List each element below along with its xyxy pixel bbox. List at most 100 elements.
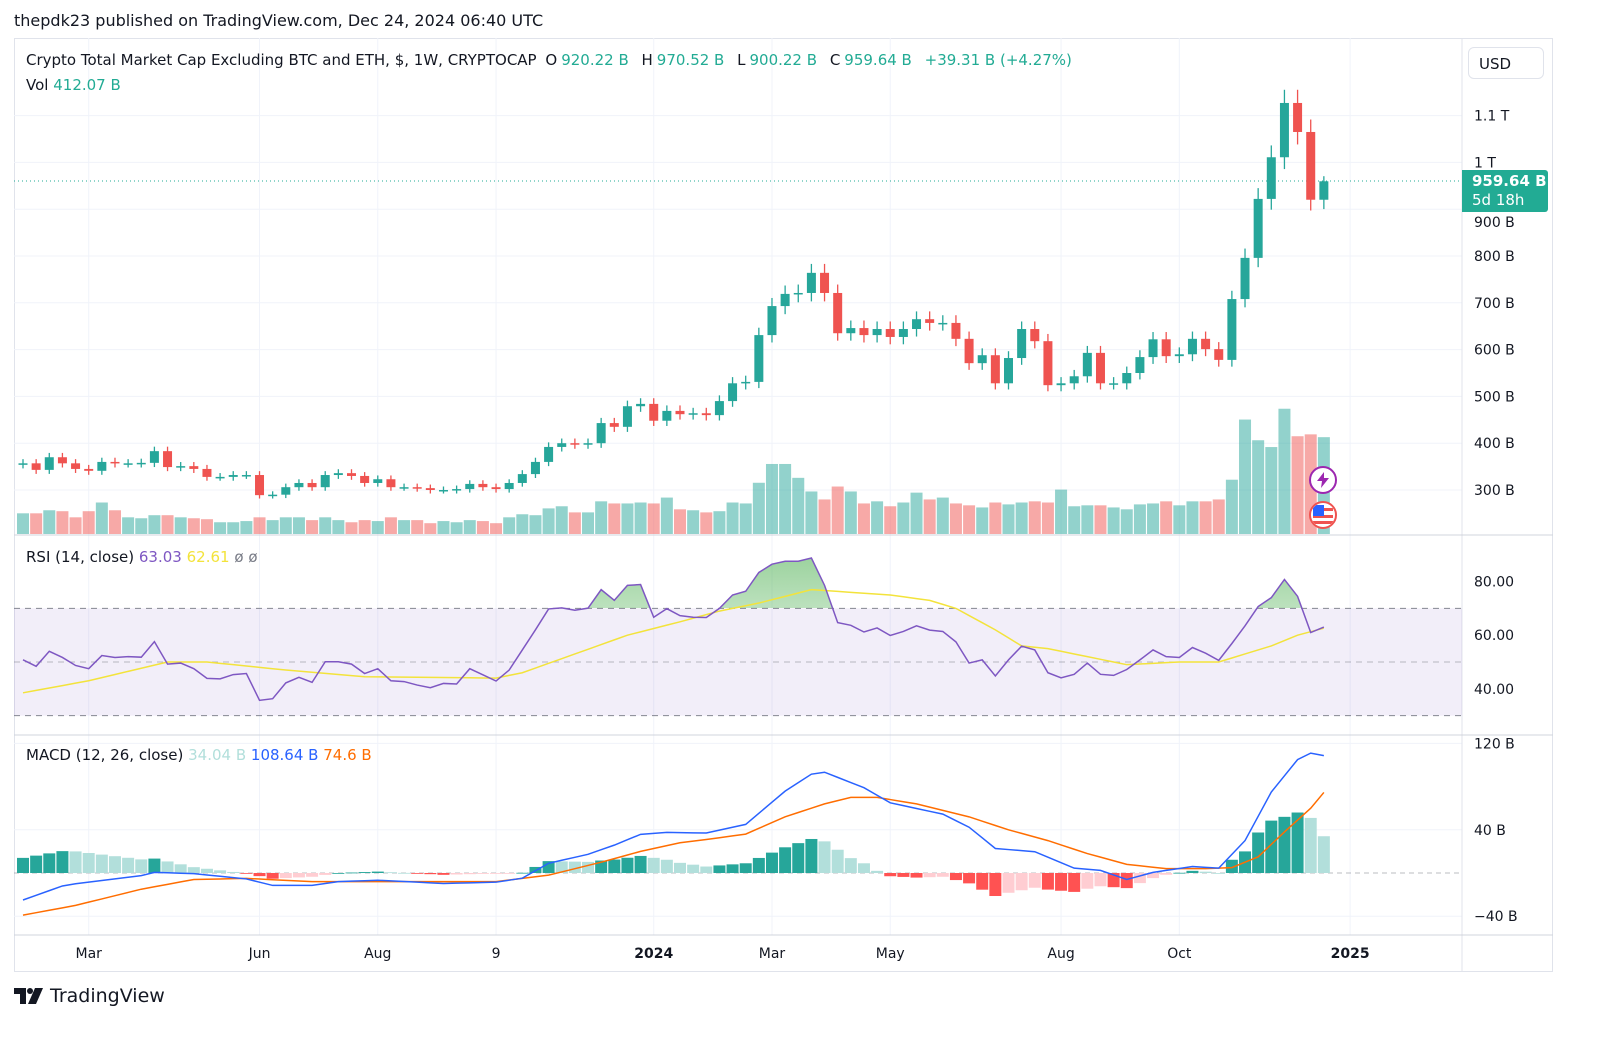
volume-bar <box>174 517 187 534</box>
macd-histogram-bar <box>1147 873 1160 879</box>
candle-body <box>885 329 895 337</box>
volume-bars <box>17 408 1330 534</box>
volume-bar <box>608 503 621 534</box>
symbol-legend[interactable]: Crypto Total Market Cap Excluding BTC an… <box>26 51 1076 69</box>
volume-bar <box>949 503 962 534</box>
candle-body <box>1122 373 1132 384</box>
candle-body <box>491 487 501 490</box>
macd-histogram-bar <box>450 873 463 875</box>
candle-body <box>373 479 383 483</box>
rsi-overbought-fill <box>560 558 1302 608</box>
price-tick-label: 500 B <box>1474 389 1515 405</box>
candle-body <box>320 475 330 488</box>
volume-bar <box>779 463 792 534</box>
volume-bar <box>214 522 227 534</box>
macd-histogram-bar <box>884 873 897 877</box>
macd-histogram-bar <box>56 851 69 873</box>
macd-histogram-bar <box>503 873 516 874</box>
macd-hist-value: 34.04 B <box>188 746 247 764</box>
macd-histogram-bar <box>1133 873 1146 884</box>
us-flag-event-icon[interactable] <box>1309 501 1337 529</box>
time-tick-label: Oct <box>1167 946 1192 962</box>
candle-body <box>1148 339 1158 358</box>
volume-bar <box>319 517 332 534</box>
macd-histogram-bar <box>345 872 358 874</box>
macd-histogram-bar <box>1173 872 1186 874</box>
macd-histogram-bar <box>897 873 910 877</box>
macd-histogram-bar <box>805 838 818 873</box>
rsi-line <box>22 557 1325 702</box>
candle-body <box>609 423 619 427</box>
candle-body <box>649 403 659 421</box>
macd-histogram-bar <box>1278 816 1291 873</box>
volume-bar <box>135 518 148 534</box>
volume-bar <box>279 517 292 534</box>
volume-bar <box>595 501 608 534</box>
volume-bar <box>450 522 463 534</box>
macd-histogram-bar <box>1317 836 1330 873</box>
candle-body <box>1161 339 1171 357</box>
candle-body <box>1240 257 1250 300</box>
macd-histogram-bar <box>976 873 989 890</box>
candle-body <box>202 468 212 477</box>
volume-bar <box>463 520 476 534</box>
candle-body <box>662 410 672 421</box>
price-tick-label: 600 B <box>1474 343 1515 359</box>
chart-frame <box>14 38 1553 972</box>
candle-body <box>596 423 606 444</box>
candle-body <box>307 482 317 488</box>
candle-body <box>583 443 593 445</box>
volume-bar <box>989 502 1002 534</box>
lightning-event-icon[interactable] <box>1309 466 1337 494</box>
macd-histogram-bar <box>1252 832 1265 873</box>
volume-bar <box>529 515 542 534</box>
rsi-band <box>14 608 1462 716</box>
macd-histogram-bar <box>687 864 700 873</box>
volume-bar <box>726 502 739 534</box>
volume-bar <box>857 503 870 534</box>
volume-bar <box>69 517 82 534</box>
volume-bar <box>1015 502 1028 534</box>
macd-histogram-bar <box>844 858 857 873</box>
macd-histogram-bar <box>292 873 305 878</box>
volume-bar <box>1028 501 1041 534</box>
macd-histogram-bar <box>555 861 568 873</box>
volume-bar <box>752 482 765 534</box>
candle-body <box>360 475 370 483</box>
low-label: L <box>737 51 746 69</box>
price-tick-label: 300 B <box>1474 483 1515 499</box>
volume-bar <box>253 517 266 534</box>
volume-bar <box>437 521 450 534</box>
macd-histogram-bar <box>989 873 1002 897</box>
change-value: +39.31 B (+4.27%) <box>924 51 1072 69</box>
candle-body <box>425 488 435 490</box>
macd-histogram-bar <box>1081 873 1094 889</box>
volume-legend[interactable]: Vol 412.07 B <box>26 76 121 94</box>
volume-bar <box>332 520 345 534</box>
candle-body <box>386 479 396 488</box>
macd-tick-label: −40 B <box>1474 909 1518 925</box>
volume-bar <box>818 499 831 534</box>
volume-bar <box>884 506 897 534</box>
currency-button[interactable]: USD <box>1468 47 1544 79</box>
macd-legend[interactable]: MACD (12, 26, close) 34.04 B 108.64 B 74… <box>26 746 372 764</box>
macd-histogram-bar <box>200 868 213 873</box>
price-tick-label: 700 B <box>1474 296 1515 312</box>
rsi-ma-line <box>22 588 1325 694</box>
close-value: 959.64 B <box>844 51 912 69</box>
candle-body <box>97 461 107 471</box>
candle-body <box>912 319 922 330</box>
macd-histogram-bar <box>122 857 135 873</box>
candle-body <box>399 487 409 489</box>
rsi-legend[interactable]: RSI (14, close) 63.03 62.61 ø ø <box>26 548 258 566</box>
volume-bar <box>384 517 397 534</box>
macd-histogram-bar <box>319 873 332 875</box>
candle-body <box>1293 102 1303 132</box>
tradingview-logo[interactable]: TradingView <box>14 985 165 1007</box>
macd-histogram-bar <box>384 872 397 874</box>
macd-histogram-bar <box>1304 817 1317 873</box>
candle-body <box>544 446 554 462</box>
volume-bar <box>910 492 923 534</box>
volume-bar <box>292 517 305 534</box>
